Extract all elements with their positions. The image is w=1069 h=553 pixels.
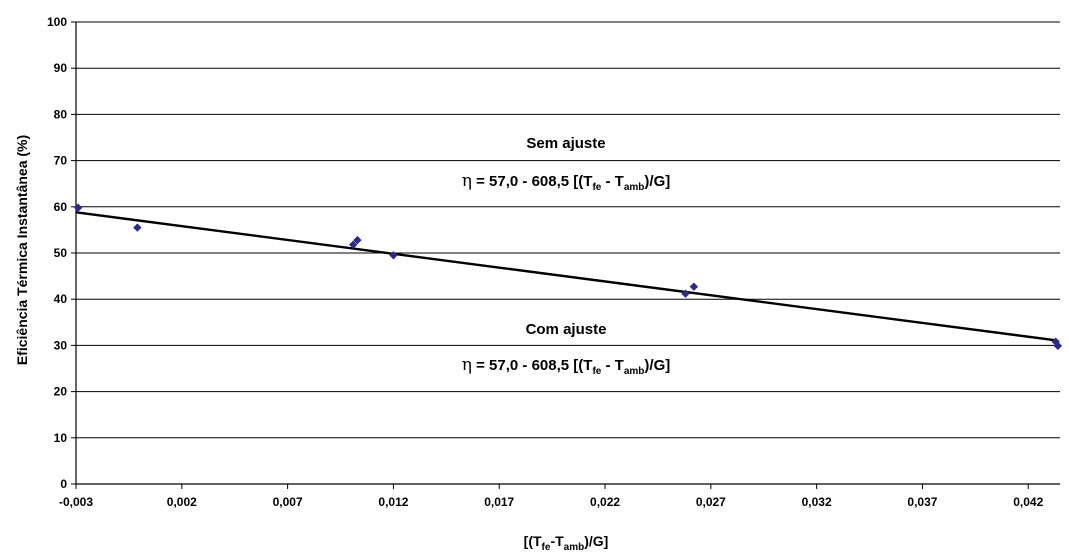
x-tick-label: 0,002: [167, 495, 197, 509]
data-point: [689, 282, 699, 291]
x-tick-label: -0,003: [59, 495, 93, 509]
data-point: [681, 289, 690, 298]
x-tick-label: 0,022: [590, 495, 620, 509]
equation-part: = 57,0 - 608,5 [(T: [472, 173, 592, 190]
equation-part: = 57,0 - 608,5 [(T: [472, 357, 592, 374]
x-tick-label: 0,012: [378, 495, 408, 509]
subscript-amb: amb: [624, 182, 645, 193]
data-point: [353, 235, 362, 245]
y-tick-label: 0: [60, 477, 67, 491]
x-tick-label: 0,007: [273, 495, 303, 509]
equation-part: - T: [601, 357, 624, 374]
fit-line: [75, 211, 1056, 342]
data-point: [73, 203, 83, 212]
x-tick-label: 0,037: [907, 495, 937, 509]
x-tick-label: 0,032: [802, 495, 832, 509]
annotation-sem-ajuste-title: Sem ajuste: [526, 135, 605, 152]
x-title-part: -T: [550, 533, 564, 549]
annotation-com-ajuste-title: Com ajuste: [526, 321, 607, 338]
data-point: [133, 223, 142, 232]
subscript-fe: fe: [592, 182, 601, 193]
annotation-com-ajuste-equation: η = 57,0 - 608,5 [(Tfe - Tamb)/G]: [462, 355, 670, 377]
y-tick-label: 10: [54, 431, 68, 445]
data-point: [389, 251, 398, 260]
equation-part: - T: [601, 173, 624, 190]
subscript-amb: amb: [624, 366, 645, 377]
x-title-subscript-fe: fe: [542, 542, 551, 553]
y-axis-title: Eficiência Térmica Instantânea (%): [14, 135, 30, 365]
data-points: [73, 203, 1063, 351]
x-axis-ticks: -0,003 0,002 0,007 0,012 0,017 0,022 0,027 0,03…: [59, 484, 1044, 509]
y-tick-label: 70: [54, 154, 68, 168]
y-tick-label: 60: [54, 200, 68, 214]
x-tick-label: 0,017: [484, 495, 514, 509]
x-title-subscript-amb: amb: [564, 542, 585, 553]
y-tick-label: 80: [54, 107, 68, 121]
annotation-sem-ajuste-equation: η = 57,0 - 608,5 [(Tfe - Tamb)/G]: [462, 171, 670, 193]
subscript-fe: fe: [592, 366, 601, 377]
eta-symbol: η: [462, 355, 472, 375]
x-title-part: [(T: [524, 533, 542, 549]
eta-symbol: η: [462, 171, 472, 191]
y-tick-label: 40: [54, 292, 68, 306]
grid-lines: [76, 21, 1060, 439]
x-tick-label: 0,027: [696, 495, 726, 509]
x-tick-label: 0,042: [1013, 495, 1043, 509]
y-tick-label: 20: [54, 385, 68, 399]
y-axis-ticks: 0 10 20 30 40 50 60 70 80 90 100: [47, 15, 76, 491]
y-tick-label: 100: [47, 15, 67, 29]
data-point: [349, 240, 358, 249]
y-tick-label: 30: [54, 338, 68, 352]
y-tick-label: 90: [54, 61, 68, 75]
data-point: [1053, 341, 1063, 351]
x-axis-title: [(Tfe-Tamb)/G]: [524, 533, 609, 553]
y-tick-label: 50: [54, 246, 68, 260]
equation-part: )/G]: [644, 173, 670, 190]
x-title-part: )/G]: [584, 533, 608, 549]
equation-part: )/G]: [644, 357, 670, 374]
data-point: [1051, 337, 1060, 346]
